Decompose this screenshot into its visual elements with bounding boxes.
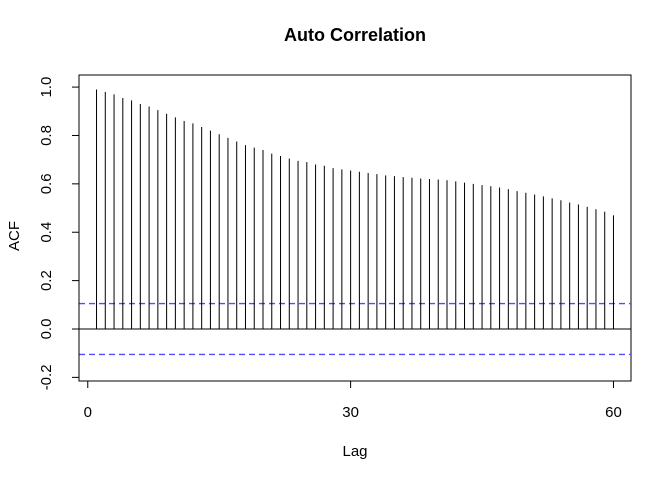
y-tick-label-1: 1.0 <box>38 77 55 98</box>
x-tick-label-30: 30 <box>342 404 359 421</box>
plot-frame <box>78 74 632 382</box>
y-tick-label-0_6: 0.6 <box>38 173 55 194</box>
y-tick-label-0_8: 0.8 <box>38 125 55 146</box>
x-tick-label-60: 60 <box>605 404 622 421</box>
y-tick-label-0_4: 0.4 <box>38 222 55 243</box>
x-axis-label: Lag <box>342 443 367 460</box>
y-axis-label: ACF <box>6 221 23 251</box>
y-tick-label-0: 0.0 <box>38 319 55 340</box>
y-tick-label-neg-0_2: -0.2 <box>38 364 55 390</box>
plot-layer: 0 30 60 -0.2 0.0 0.2 0.4 0.6 0.8 1.0 <box>38 74 632 421</box>
y-tick-label-0_2: 0.2 <box>38 270 55 291</box>
chart-title: Auto Correlation <box>284 25 426 45</box>
x-tick-label-0: 0 <box>84 404 92 421</box>
